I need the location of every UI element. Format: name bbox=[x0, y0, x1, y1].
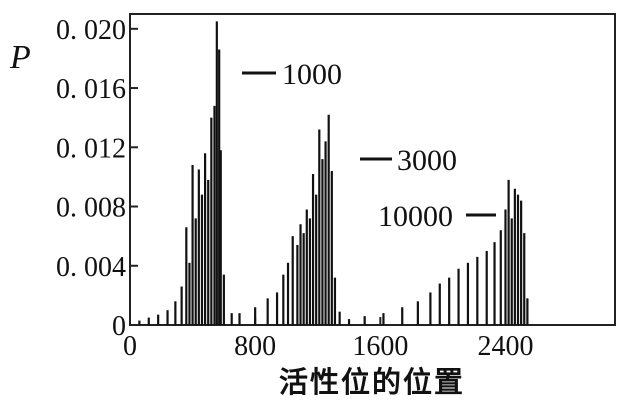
x-tick-label: 0 bbox=[123, 331, 137, 362]
y-axis-label: P bbox=[9, 39, 31, 76]
x-tick-labels: 0 800 1600 2400 bbox=[123, 331, 533, 362]
annotation-3000: 3000 bbox=[360, 144, 457, 177]
annotation-3000-label: 3000 bbox=[397, 144, 457, 177]
y-tick-label: 0. 012 bbox=[56, 133, 126, 164]
y-tick-marks bbox=[130, 27, 138, 326]
y-tick-label: 0 bbox=[112, 311, 126, 342]
x-axis-label: 活性位的位置 bbox=[279, 365, 465, 399]
x-tick-label: 800 bbox=[234, 331, 276, 362]
y-tick-label: 0. 016 bbox=[56, 74, 126, 105]
y-tick-label: 0. 004 bbox=[56, 252, 126, 283]
annotation-10000: 10000 bbox=[378, 200, 496, 233]
annotation-10000-label: 10000 bbox=[378, 200, 453, 233]
annotation-1000-label: 1000 bbox=[282, 58, 342, 91]
y-tick-labels: 0 0. 004 0. 008 0. 012 0. 016 0. 020 bbox=[56, 15, 126, 342]
y-tick-label: 0. 020 bbox=[56, 15, 126, 46]
bars bbox=[138, 21, 529, 325]
y-tick-label: 0. 008 bbox=[56, 193, 126, 224]
x-tick-label: 2400 bbox=[477, 331, 533, 362]
plot-frame bbox=[129, 13, 616, 326]
x-tick-label: 1600 bbox=[352, 331, 408, 362]
annotation-1000: 1000 bbox=[242, 58, 342, 91]
